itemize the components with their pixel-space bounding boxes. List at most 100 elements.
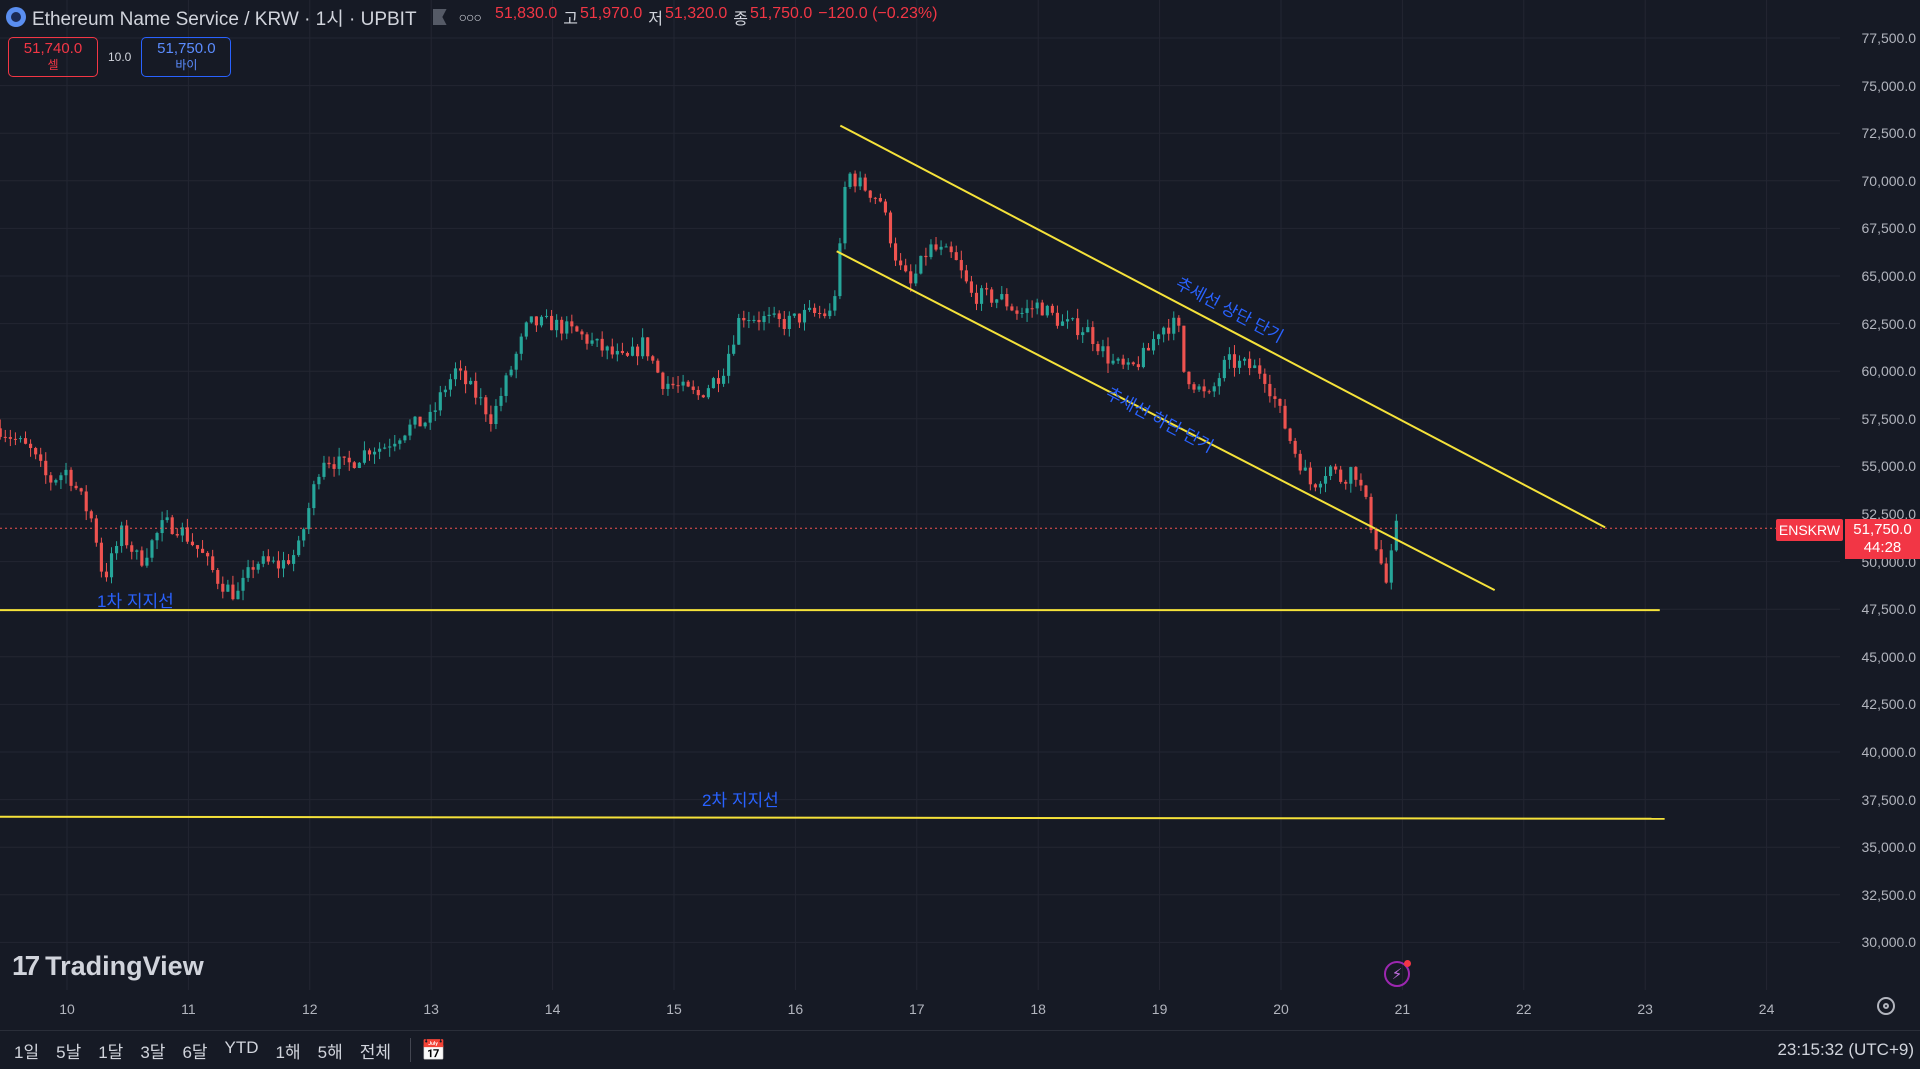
range-button-2[interactable]: 1달 bbox=[98, 1042, 124, 1062]
candle bbox=[848, 172, 852, 189]
candle bbox=[1374, 529, 1378, 551]
candle bbox=[1318, 481, 1323, 494]
candle bbox=[1030, 300, 1034, 318]
support2-label[interactable]: 2차 지지선 bbox=[702, 791, 779, 810]
candle bbox=[39, 447, 43, 467]
support1-label[interactable]: 1차 지지선 bbox=[97, 592, 174, 611]
candle bbox=[413, 415, 417, 429]
candle bbox=[150, 538, 154, 563]
candle bbox=[34, 446, 38, 460]
symbol-price-tag: ENSKRW bbox=[1776, 519, 1843, 541]
candle bbox=[676, 376, 680, 393]
tradingview-logo[interactable]: 17 TradingView bbox=[12, 950, 204, 982]
flag-icon[interactable] bbox=[432, 9, 447, 25]
candle bbox=[570, 314, 574, 334]
candle bbox=[332, 456, 336, 477]
sell-price: 51,740.0 bbox=[23, 40, 83, 57]
candle bbox=[1389, 543, 1393, 590]
candle bbox=[1253, 359, 1257, 369]
candle bbox=[453, 362, 458, 387]
more-dots-icon[interactable]: ○○○ bbox=[458, 9, 482, 25]
candle bbox=[641, 328, 645, 359]
candle bbox=[423, 421, 427, 429]
candle bbox=[342, 456, 346, 465]
candle bbox=[362, 441, 366, 465]
candle bbox=[838, 237, 842, 300]
candle bbox=[261, 550, 265, 568]
candle bbox=[1303, 459, 1307, 472]
low-value: 51,320.0 bbox=[664, 5, 728, 22]
range-button-6[interactable]: 1해 bbox=[275, 1042, 301, 1062]
candle bbox=[1278, 398, 1282, 414]
range-button-4[interactable]: 6달 bbox=[182, 1042, 208, 1062]
candle bbox=[347, 450, 351, 471]
candle bbox=[130, 541, 134, 560]
candle bbox=[681, 374, 685, 392]
candle bbox=[1248, 351, 1252, 376]
candle bbox=[398, 438, 402, 450]
time-axis-label: 17 bbox=[909, 1001, 925, 1017]
candle bbox=[292, 549, 296, 572]
candle bbox=[823, 308, 827, 319]
sell-button[interactable]: 51,740.0 셀 bbox=[8, 37, 98, 77]
symbol-title[interactable]: Ethereum Name Service / KRW · 1시 · UPBIT bbox=[32, 8, 417, 30]
candle bbox=[524, 321, 528, 340]
candle bbox=[716, 370, 721, 393]
bar-countdown: 44:28 bbox=[1863, 539, 1902, 556]
candle bbox=[1288, 427, 1292, 444]
go-to-date-calendar-icon[interactable]: 📅 bbox=[421, 1039, 446, 1062]
range-button-7[interactable]: 5해 bbox=[317, 1042, 343, 1062]
candle bbox=[1384, 557, 1388, 584]
candle bbox=[1182, 325, 1186, 373]
candle bbox=[787, 311, 791, 337]
candle bbox=[899, 253, 903, 270]
buy-button[interactable]: 51,750.0 바이 bbox=[141, 37, 232, 77]
candle bbox=[706, 384, 710, 400]
price-axis-label: 32,500.0 bbox=[1861, 886, 1917, 903]
candle bbox=[256, 561, 260, 574]
price-axis[interactable]: 77,500.0 75,000.0 72,500.0 70,000.0 67,500.0… bbox=[1850, 0, 1920, 1010]
price-axis-label: 42,500.0 bbox=[1861, 696, 1917, 713]
candle bbox=[575, 325, 579, 332]
candle bbox=[1237, 355, 1242, 375]
candle bbox=[934, 237, 938, 252]
candle bbox=[742, 310, 746, 328]
candle bbox=[762, 311, 766, 331]
candle bbox=[1005, 288, 1009, 311]
candle bbox=[1298, 450, 1302, 475]
candle bbox=[504, 372, 508, 403]
candle bbox=[276, 551, 281, 578]
candle bbox=[221, 576, 225, 599]
current-price-value: 51,750.0 bbox=[1853, 521, 1912, 538]
candle bbox=[828, 303, 832, 319]
candle bbox=[8, 429, 12, 447]
candle bbox=[615, 343, 619, 362]
tradingview-logo-text: TradingView bbox=[45, 950, 204, 981]
range-button-0[interactable]: 1일 bbox=[14, 1042, 40, 1062]
lightning-bolt-icon[interactable]: ⚡ bbox=[1384, 960, 1411, 987]
candle bbox=[1000, 286, 1004, 301]
range-button-8[interactable]: 전체 bbox=[359, 1042, 392, 1062]
upper-trendline bbox=[839, 124, 1606, 529]
candle bbox=[1202, 379, 1206, 398]
candle bbox=[479, 388, 483, 406]
candle bbox=[691, 380, 695, 395]
chart-legend-header: Ethereum Name Service / KRW · 1시 · UPBIT… bbox=[6, 4, 941, 30]
range-button-1[interactable]: 5날 bbox=[56, 1042, 82, 1062]
candle bbox=[792, 313, 796, 319]
toolbar-divider bbox=[410, 1038, 412, 1062]
candle bbox=[1136, 356, 1140, 371]
candle bbox=[190, 533, 195, 547]
candle bbox=[1035, 298, 1039, 315]
range-button-3[interactable]: 3달 bbox=[140, 1042, 166, 1062]
candle bbox=[1076, 308, 1080, 340]
range-button-5[interactable]: YTD bbox=[224, 1037, 259, 1057]
candle bbox=[484, 394, 488, 422]
time-axis-label: 18 bbox=[1030, 1001, 1046, 1017]
bottom-toolbar: 1일 5날 1달 3달 6달 YTD 1해 5해 전체 📅 23:15:32 (UTC+9) bbox=[0, 1030, 1920, 1069]
candle bbox=[974, 284, 979, 311]
settings-gear-icon[interactable] bbox=[1877, 997, 1895, 1015]
clock-timezone[interactable]: 23:15:32 (UTC+9) bbox=[1777, 1040, 1914, 1059]
candle bbox=[1141, 342, 1145, 369]
